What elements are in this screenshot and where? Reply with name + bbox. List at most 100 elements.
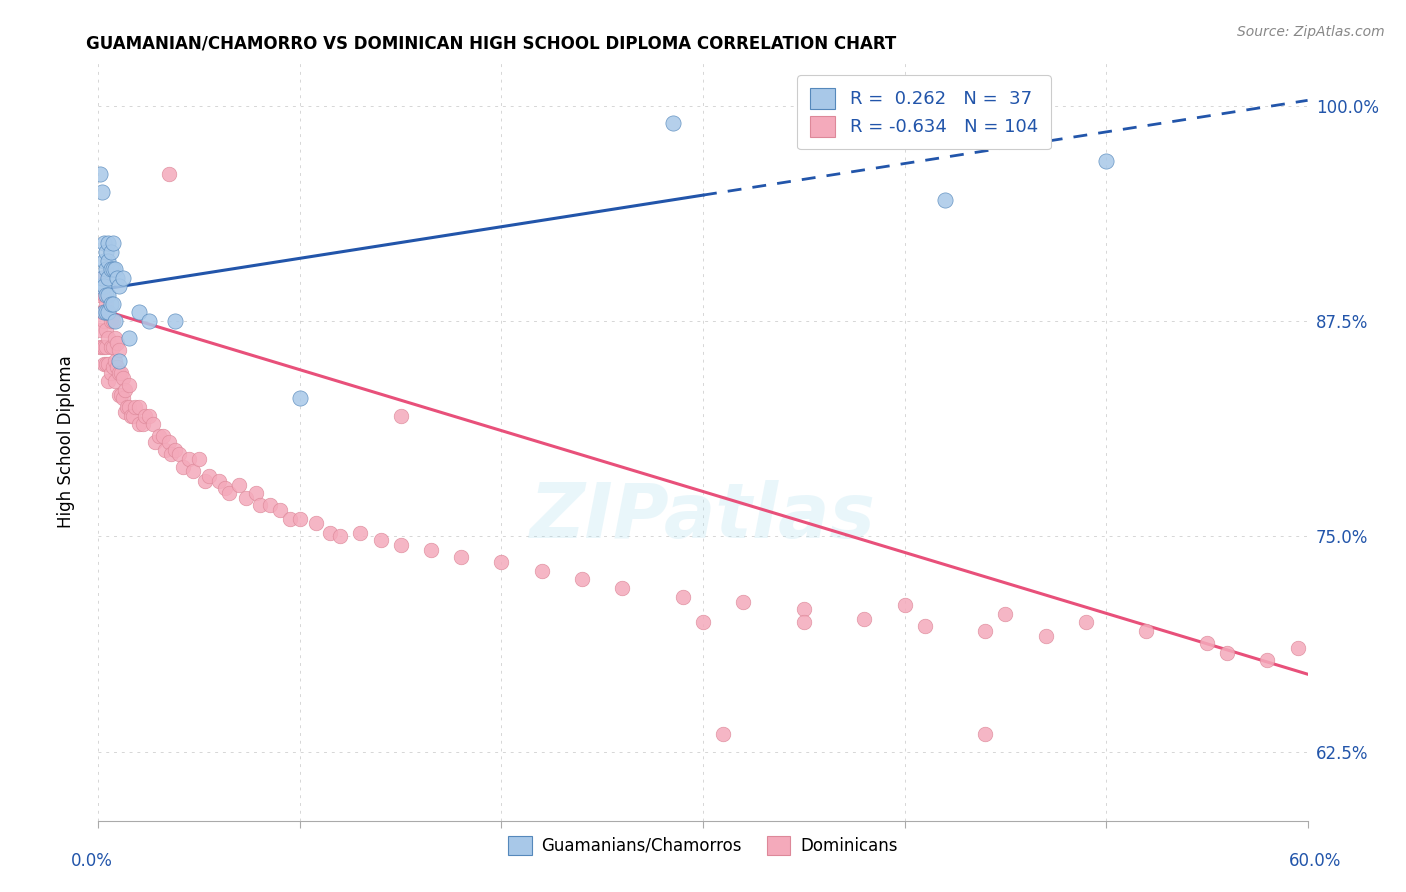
- Point: [914, 619, 936, 633]
- Point: [893, 599, 915, 613]
- Point: [107, 279, 129, 293]
- Point: [96, 357, 118, 371]
- Text: GUAMANIAN/CHAMORRO VS DOMINICAN HIGH SCHOOL DIPLOMA CORRELATION CHART: GUAMANIAN/CHAMORRO VS DOMINICAN HIGH SCH…: [86, 35, 897, 53]
- Point: [103, 374, 125, 388]
- Point: [96, 244, 118, 259]
- Point: [163, 314, 186, 328]
- Point: [370, 533, 392, 547]
- Point: [111, 270, 134, 285]
- Point: [711, 727, 734, 741]
- Point: [491, 555, 513, 569]
- Point: [974, 624, 997, 639]
- Point: [107, 343, 129, 358]
- Point: [208, 474, 231, 488]
- Point: [934, 194, 956, 208]
- Point: [101, 360, 124, 375]
- Point: [148, 429, 170, 443]
- Point: [118, 400, 141, 414]
- Point: [134, 409, 156, 423]
- Point: [1135, 624, 1157, 639]
- Point: [97, 374, 120, 388]
- Point: [103, 262, 125, 277]
- Point: [93, 314, 115, 328]
- Point: [1035, 629, 1057, 643]
- Point: [107, 388, 129, 402]
- Point: [100, 340, 122, 354]
- Point: [305, 516, 328, 530]
- Point: [105, 336, 128, 351]
- Point: [91, 340, 114, 354]
- Legend: Guamanians/Chamorros, Dominicans: Guamanians/Chamorros, Dominicans: [502, 829, 904, 862]
- Point: [100, 366, 122, 380]
- Point: [194, 474, 217, 488]
- Point: [128, 400, 150, 414]
- Point: [121, 409, 143, 423]
- Point: [96, 305, 118, 319]
- Point: [111, 371, 134, 385]
- Point: [793, 601, 815, 615]
- Point: [107, 353, 129, 368]
- Point: [530, 564, 553, 578]
- Point: [96, 262, 118, 277]
- Point: [103, 353, 125, 368]
- Point: [107, 366, 129, 380]
- Point: [157, 168, 180, 182]
- Y-axis label: High School Diploma: High School Diploma: [56, 355, 75, 528]
- Point: [269, 503, 291, 517]
- Point: [120, 409, 142, 423]
- Point: [97, 236, 120, 251]
- Point: [138, 409, 160, 423]
- Point: [138, 314, 160, 328]
- Point: [214, 481, 236, 495]
- Point: [93, 357, 115, 371]
- Point: [114, 383, 136, 397]
- Point: [692, 615, 714, 630]
- Point: [100, 296, 122, 310]
- Point: [100, 262, 122, 277]
- Point: [100, 314, 122, 328]
- Point: [181, 464, 204, 478]
- Point: [97, 288, 120, 302]
- Point: [167, 447, 190, 461]
- Point: [89, 279, 111, 293]
- Point: [101, 296, 124, 310]
- Point: [96, 322, 118, 336]
- Point: [612, 581, 634, 595]
- Point: [128, 305, 150, 319]
- Point: [319, 525, 342, 540]
- Point: [103, 331, 125, 345]
- Point: [1095, 153, 1118, 168]
- Point: [994, 607, 1017, 621]
- Point: [259, 498, 281, 512]
- Point: [672, 590, 695, 604]
- Point: [278, 512, 301, 526]
- Point: [420, 543, 443, 558]
- Point: [124, 400, 146, 414]
- Point: [93, 253, 115, 268]
- Point: [389, 409, 412, 423]
- Point: [163, 443, 186, 458]
- Point: [115, 400, 138, 414]
- Text: 0.0%: 0.0%: [70, 852, 112, 870]
- Point: [228, 477, 250, 491]
- Point: [1216, 647, 1239, 661]
- Point: [235, 491, 257, 506]
- Point: [179, 451, 201, 466]
- Point: [157, 434, 180, 449]
- Point: [1286, 641, 1309, 656]
- Point: [793, 615, 815, 630]
- Point: [1074, 615, 1097, 630]
- Point: [91, 270, 114, 285]
- Point: [93, 236, 115, 251]
- Point: [245, 486, 267, 500]
- Point: [114, 405, 136, 419]
- Point: [105, 270, 128, 285]
- Point: [97, 270, 120, 285]
- Point: [96, 288, 118, 302]
- Point: [288, 392, 311, 406]
- Point: [160, 447, 183, 461]
- Text: 60.0%: 60.0%: [1288, 852, 1341, 870]
- Text: Source: ZipAtlas.com: Source: ZipAtlas.com: [1237, 25, 1385, 39]
- Point: [974, 727, 997, 741]
- Point: [89, 340, 111, 354]
